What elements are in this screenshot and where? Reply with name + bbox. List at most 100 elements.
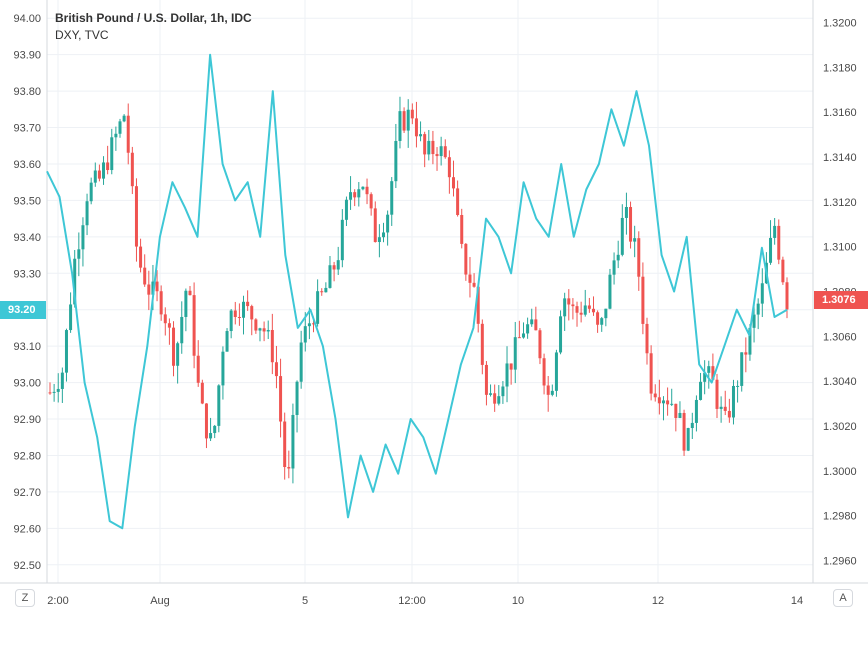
candle-body: [353, 192, 357, 198]
candle-body: [657, 397, 661, 404]
candle-body: [439, 146, 443, 157]
candle-body: [373, 208, 377, 243]
candle-body: [130, 152, 134, 187]
x-tick-label: 10: [512, 595, 524, 607]
candle-body: [167, 323, 171, 328]
candle-body: [89, 182, 93, 202]
candle-body: [456, 188, 460, 216]
candle-body: [715, 379, 719, 409]
candle-body: [497, 396, 501, 404]
candle-body: [151, 281, 155, 295]
candle-body: [398, 111, 402, 141]
candle-body: [563, 298, 567, 317]
candle-body: [221, 351, 225, 386]
candle-body: [670, 403, 674, 405]
candle-body: [769, 237, 773, 263]
x-tick-label: 12: [652, 595, 664, 607]
candle-body: [645, 323, 649, 354]
candle-body: [361, 186, 365, 190]
candle-body: [192, 295, 196, 356]
y-right-tick-label: 1.2980: [823, 511, 857, 523]
candle-body: [703, 372, 707, 382]
y-right-tick-label: 1.3020: [823, 421, 857, 433]
candle-body: [559, 316, 563, 353]
y-left-tick-label: 92.60: [13, 523, 41, 535]
candle-body: [641, 276, 645, 324]
y-left-tick-label: 94.00: [13, 13, 41, 25]
candle-body: [575, 306, 579, 313]
y-right-tick-label: 1.2960: [823, 556, 857, 568]
candle-body: [56, 388, 60, 392]
candle-body: [60, 372, 64, 389]
candle-body: [143, 267, 147, 285]
candle-body: [649, 353, 653, 394]
candle-body: [579, 312, 583, 315]
candle-body: [48, 392, 52, 394]
candle-body: [85, 201, 89, 226]
candle-body: [229, 310, 233, 332]
plot-area: [47, 0, 813, 583]
y-right-tick-label: 1.3200: [823, 17, 857, 29]
x-tick-label: 5: [302, 595, 308, 607]
candle-body: [451, 177, 455, 189]
candle-body: [756, 303, 760, 315]
y-right-tick-label: 1.3040: [823, 376, 857, 388]
candle-body: [608, 274, 612, 309]
candle-body: [526, 324, 530, 334]
x-tick-label: 2:00: [47, 595, 68, 607]
candle-body: [600, 318, 604, 325]
candle-body: [209, 433, 213, 439]
candle-body: [744, 352, 748, 355]
candle-body: [233, 310, 237, 317]
candle-body: [476, 286, 480, 324]
candle-body: [752, 314, 756, 328]
candle-body: [637, 238, 641, 277]
candle-body: [550, 390, 554, 395]
candle-body: [262, 328, 266, 332]
candle-body: [509, 363, 513, 370]
candle-body: [468, 274, 472, 283]
candle-body: [554, 352, 558, 391]
candle-body: [410, 109, 414, 119]
candle-body: [489, 393, 493, 395]
chart-title: British Pound / U.S. Dollar, 1h, IDC: [55, 11, 252, 25]
y-left-tick-label: 92.90: [13, 414, 41, 426]
candle-body: [612, 260, 616, 275]
candle-body: [106, 162, 110, 171]
auto-scale-button[interactable]: A: [833, 589, 853, 607]
candle-body: [719, 406, 723, 409]
candle-body: [484, 364, 488, 395]
candle-body: [287, 467, 291, 469]
candle-body: [464, 243, 468, 275]
candle-body: [394, 140, 398, 182]
candle-body: [711, 366, 715, 380]
candle-body: [126, 115, 130, 153]
y-right-tick-label: 1.3060: [823, 331, 857, 343]
candle-body: [707, 366, 711, 373]
candle-body: [118, 121, 122, 134]
candle-body: [159, 291, 163, 315]
y-right-tick-label: 1.3120: [823, 197, 857, 209]
y-right-tick-label: 1.3180: [823, 62, 857, 74]
candle-body: [480, 323, 484, 365]
candle-body: [653, 393, 657, 398]
candle-body: [147, 284, 151, 295]
candle-body: [493, 393, 497, 404]
candle-body: [773, 225, 777, 238]
x-tick-label: 12:00: [398, 595, 426, 607]
candle-body: [748, 327, 752, 355]
left-scale-button[interactable]: Z: [15, 589, 35, 607]
candle-body: [369, 194, 373, 209]
y-right-tick-label: 1.3160: [823, 107, 857, 119]
candle-body: [324, 287, 328, 293]
candle-body: [336, 260, 340, 270]
x-tick-label: 14: [791, 595, 803, 607]
candle-body: [731, 385, 735, 418]
y-right-tick-label: 1.3000: [823, 466, 857, 478]
candle-body: [678, 412, 682, 418]
candle-body: [427, 140, 431, 155]
candle-body: [254, 319, 258, 331]
candle-body: [139, 246, 143, 268]
candle-body: [538, 330, 542, 359]
